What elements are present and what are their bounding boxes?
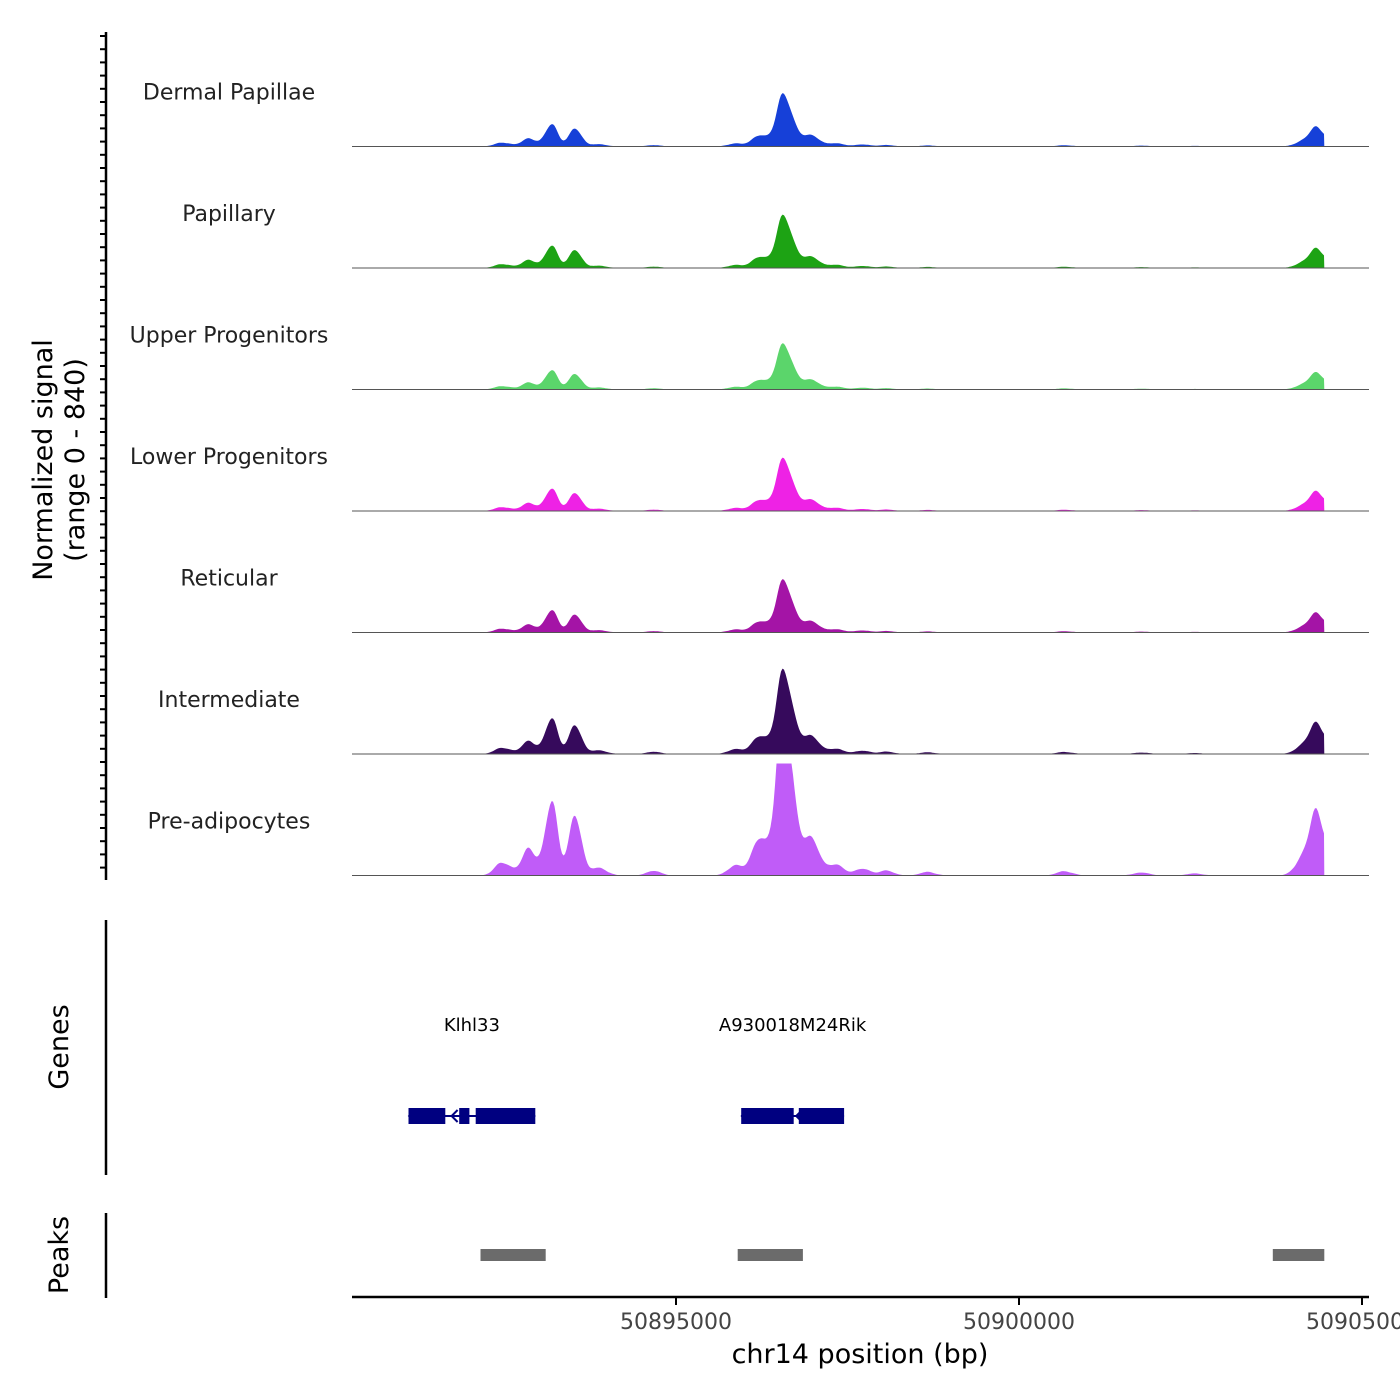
peak-bar xyxy=(480,1249,546,1261)
gene-exon xyxy=(459,1108,470,1124)
strand-arrow xyxy=(450,1109,459,1123)
track-label: Dermal Papillae xyxy=(143,81,315,106)
coverage-area xyxy=(352,579,1325,633)
track-label: Reticular xyxy=(180,567,278,592)
x-tick-label: 50900000 xyxy=(963,1310,1075,1335)
track-label: Lower Progenitors xyxy=(130,445,328,470)
coverage-area xyxy=(352,763,1325,876)
track-label: Papillary xyxy=(182,202,276,227)
peak-bar xyxy=(737,1249,803,1261)
coverage-area xyxy=(352,214,1325,268)
track-papillary: Papillary xyxy=(182,202,1369,269)
strand-arrow xyxy=(794,1109,803,1123)
coverage-area xyxy=(352,343,1325,390)
track-lower-progenitors: Lower Progenitors xyxy=(130,445,1369,512)
track-pre-adipocytes: Pre-adipocytes xyxy=(148,763,1369,876)
peaks-panel-label: Peaks xyxy=(44,1216,75,1294)
strand-arrow xyxy=(407,1109,415,1123)
signal-axis-range: (range 0 - 840) xyxy=(60,358,91,562)
gene-annotations: Klhl33 A930018M24Rik xyxy=(407,1015,867,1124)
track-label: Intermediate xyxy=(158,688,300,713)
genes-panel-label: Genes xyxy=(44,1004,75,1089)
gene-label: Klhl33 xyxy=(444,1015,500,1036)
gene-exon xyxy=(741,1108,794,1124)
x-axis-ticks: 50895000 50900000 50905000 xyxy=(620,1297,1400,1335)
x-tick-label: 50905000 xyxy=(1306,1310,1400,1335)
x-axis-title: chr14 position (bp) xyxy=(732,1339,989,1370)
track-label: Upper Progenitors xyxy=(130,324,329,349)
gene-exon xyxy=(408,1108,446,1124)
track-label: Pre-adipocytes xyxy=(148,810,311,835)
track-upper-progenitors: Upper Progenitors xyxy=(130,324,1369,390)
gene-a930018m24rik: A930018M24Rik xyxy=(719,1015,867,1124)
coverage-tracks: Dermal Papillae Papillary Upper Progenitor… xyxy=(130,81,1369,876)
coverage-area xyxy=(352,93,1325,147)
track-reticular: Reticular xyxy=(180,567,1369,633)
track-dermal-papillae: Dermal Papillae xyxy=(143,81,1369,147)
track-intermediate: Intermediate xyxy=(158,668,1369,755)
coverage-area xyxy=(352,668,1325,754)
coverage-area xyxy=(352,457,1325,511)
gene-klhl33: Klhl33 xyxy=(407,1015,536,1124)
peak-regions xyxy=(480,1249,1325,1261)
gene-exon xyxy=(798,1108,845,1124)
signal-axis-ticks xyxy=(100,35,106,869)
gene-exon xyxy=(475,1108,536,1124)
peak-bar xyxy=(1272,1249,1325,1261)
signal-axis-title: Normalized signal xyxy=(28,339,59,581)
strand-arrow xyxy=(740,1109,748,1123)
gene-label: A930018M24Rik xyxy=(719,1015,867,1036)
x-tick-label: 50895000 xyxy=(620,1310,732,1335)
